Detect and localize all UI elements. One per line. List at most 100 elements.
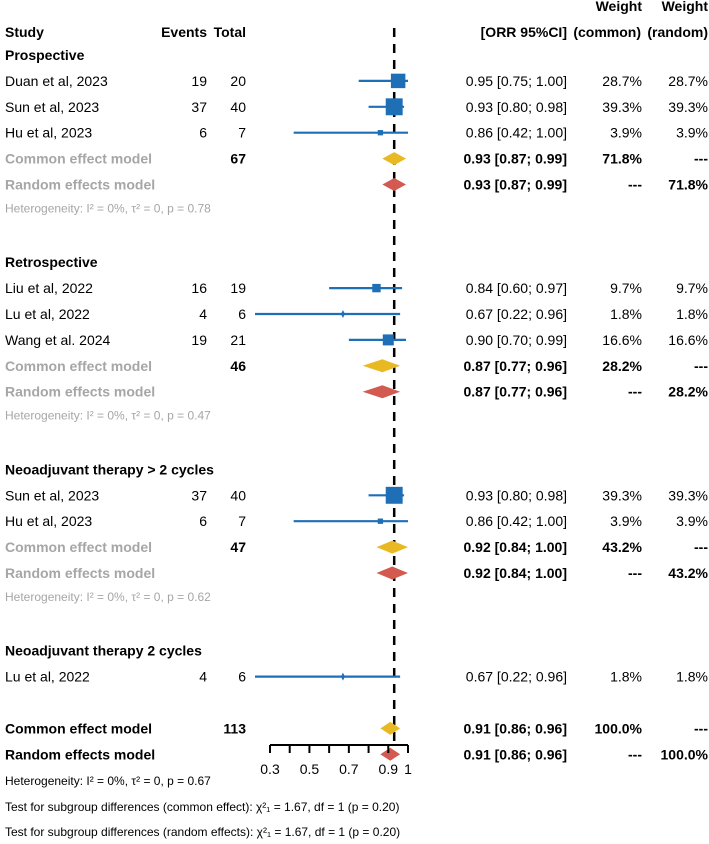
random-effects-diamond xyxy=(362,385,401,399)
x-tick-label: 0.3 xyxy=(260,761,280,777)
footer-note: Heterogeneity: I² = 0%, τ² = 0, p = 0.67 xyxy=(5,774,211,788)
model-weight-common: --- xyxy=(628,746,642,762)
model-weight-common: 71.8% xyxy=(602,151,642,167)
study-weight-common: 3.9% xyxy=(610,513,642,529)
study-weight-random: 1.8% xyxy=(676,306,708,322)
study-events: 4 xyxy=(199,669,207,685)
model-label: Common effect model xyxy=(5,539,152,555)
model-ci: 0.92 [0.84; 1.00] xyxy=(463,539,567,555)
header-events: Events xyxy=(161,24,207,40)
x-tick-label: 0.7 xyxy=(339,761,359,777)
model-weight-common: 100.0% xyxy=(595,720,643,736)
common-effect-diamond xyxy=(362,359,401,373)
study-total: 7 xyxy=(238,125,246,141)
study-events: 37 xyxy=(191,487,207,503)
study-ci: 0.93 [0.80; 0.98] xyxy=(466,99,567,115)
point-estimate-square xyxy=(377,518,384,524)
point-estimate-marker xyxy=(340,672,345,681)
header-study: Study xyxy=(5,24,44,40)
study-weight-random: 16.6% xyxy=(668,332,708,348)
study-total: 19 xyxy=(230,280,246,296)
heterogeneity-text: Heterogeneity: I² = 0%, τ² = 0, p = 0.78 xyxy=(5,201,211,215)
point-estimate-square xyxy=(377,130,384,136)
model-total: 46 xyxy=(230,358,246,374)
study-events: 6 xyxy=(199,125,207,141)
study-label: Hu et al, 2023 xyxy=(5,513,92,529)
common-effect-diamond xyxy=(382,152,407,166)
model-weight-common: 43.2% xyxy=(602,539,642,555)
x-tick-label: 1 xyxy=(404,761,412,777)
point-estimate-square xyxy=(390,73,406,89)
point-estimate-square xyxy=(372,283,381,293)
study-weight-common: 1.8% xyxy=(610,669,642,685)
study-weight-random: 28.7% xyxy=(668,73,708,89)
model-ci: 0.87 [0.77; 0.96] xyxy=(463,384,567,400)
heterogeneity-text: Heterogeneity: I² = 0%, τ² = 0, p = 0.47 xyxy=(5,409,211,423)
model-weight-common: --- xyxy=(628,177,642,193)
heterogeneity-text: Heterogeneity: I² = 0%, τ² = 0, p = 0.62 xyxy=(5,590,211,604)
study-total: 40 xyxy=(230,487,246,503)
study-label: Wang et al. 2024 xyxy=(5,332,111,348)
subgroup-title: Retrospective xyxy=(5,254,98,270)
model-ci: 0.91 [0.86; 0.96] xyxy=(463,746,567,762)
study-weight-random: 39.3% xyxy=(668,487,708,503)
study-weight-common: 39.3% xyxy=(602,99,642,115)
study-label: Hu et al, 2023 xyxy=(5,125,92,141)
model-total: 113 xyxy=(223,720,246,736)
model-label: Common effect model xyxy=(5,358,152,374)
study-weight-random: 39.3% xyxy=(668,99,708,115)
point-estimate-marker xyxy=(340,310,345,318)
study-weight-common: 3.9% xyxy=(610,125,642,141)
study-events: 37 xyxy=(191,99,207,115)
header-ci: [ORR 95%CI] xyxy=(481,24,567,40)
overall-model-label: Random effects model xyxy=(5,746,155,762)
study-weight-common: 1.8% xyxy=(610,306,642,322)
header-common: (common) xyxy=(573,24,641,40)
model-weight-common: 28.2% xyxy=(602,358,642,374)
study-total: 20 xyxy=(230,73,246,89)
study-weight-common: 9.7% xyxy=(610,280,642,296)
footer-note: Test for subgroup differences (random ef… xyxy=(5,825,400,839)
header-weight-common: Weight xyxy=(596,0,643,14)
study-label: Duan et al, 2023 xyxy=(5,73,108,89)
study-weight-random: 3.9% xyxy=(676,125,708,141)
study-ci: 0.86 [0.42; 1.00] xyxy=(466,125,567,141)
x-tick-label: 0.9 xyxy=(379,761,399,777)
model-ci: 0.87 [0.77; 0.96] xyxy=(463,358,567,374)
header-weight-random: Weight xyxy=(662,0,709,14)
model-weight-random: 28.2% xyxy=(668,384,708,400)
model-label: Random effects model xyxy=(5,565,155,581)
study-total: 6 xyxy=(238,669,246,685)
study-weight-random: 1.8% xyxy=(676,669,708,685)
overall-model-label: Common effect model xyxy=(5,720,152,736)
point-estimate-square xyxy=(382,334,394,346)
random-effects-diamond xyxy=(376,566,408,580)
study-ci: 0.84 [0.60; 0.97] xyxy=(466,280,567,296)
study-events: 6 xyxy=(199,513,207,529)
study-weight-common: 16.6% xyxy=(602,332,642,348)
study-ci: 0.93 [0.80; 0.98] xyxy=(466,487,567,503)
model-weight-random: 71.8% xyxy=(668,177,708,193)
study-ci: 0.67 [0.22; 0.96] xyxy=(466,669,567,685)
study-label: Lu et al, 2022 xyxy=(5,669,90,685)
common-effect-diamond xyxy=(380,721,401,735)
model-total: 47 xyxy=(230,539,246,555)
study-events: 16 xyxy=(191,280,207,296)
random-effects-diamond xyxy=(382,178,407,191)
subgroup-title: Neoadjuvant therapy > 2 cycles xyxy=(5,461,214,477)
study-total: 40 xyxy=(230,99,246,115)
random-effects-diamond xyxy=(380,747,401,761)
model-ci: 0.92 [0.84; 1.00] xyxy=(463,565,567,581)
model-weight-common: --- xyxy=(628,565,642,581)
study-ci: 0.67 [0.22; 0.96] xyxy=(466,306,567,322)
study-weight-common: 28.7% xyxy=(602,73,642,89)
subgroup-title: Neoadjuvant therapy 2 cycles xyxy=(5,643,202,659)
header-random: (random) xyxy=(647,24,708,40)
model-ci: 0.93 [0.87; 0.99] xyxy=(463,177,567,193)
study-label: Lu et al, 2022 xyxy=(5,306,90,322)
study-events: 19 xyxy=(191,332,207,348)
study-label: Sun et al, 2023 xyxy=(5,487,99,503)
model-ci: 0.91 [0.86; 0.96] xyxy=(463,720,567,736)
study-weight-random: 9.7% xyxy=(676,280,708,296)
